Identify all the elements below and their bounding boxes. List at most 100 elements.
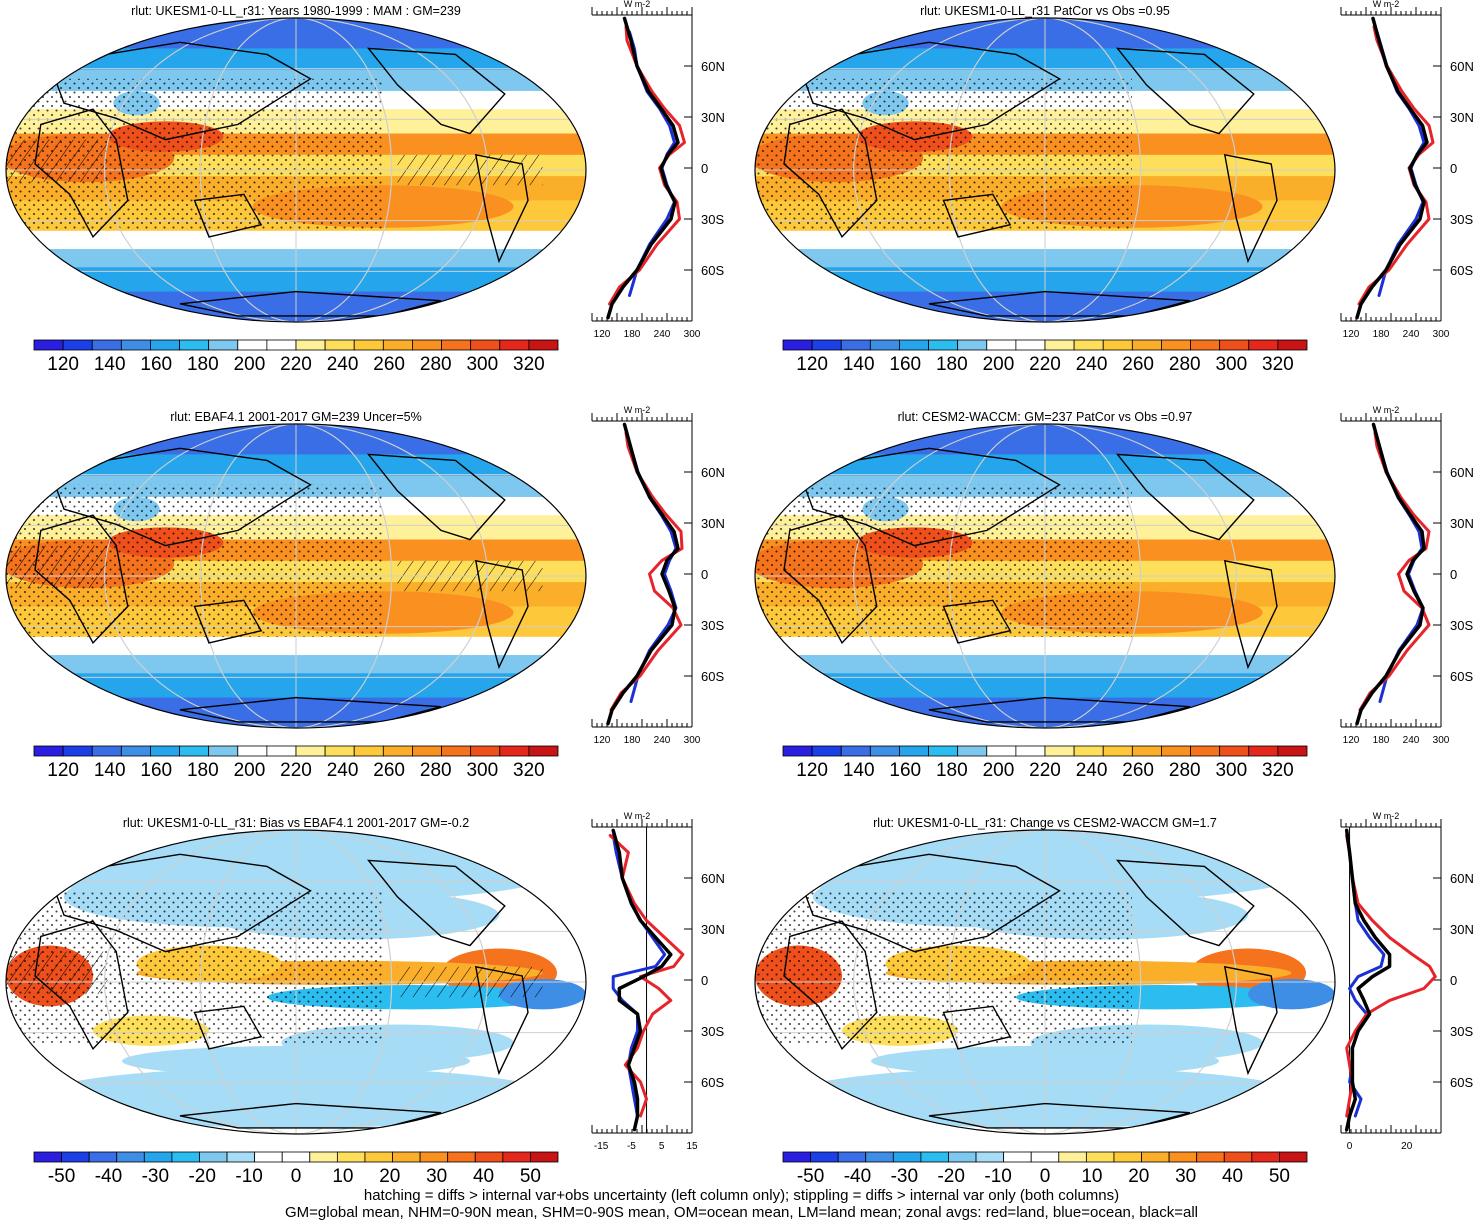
graticule [755,18,1335,322]
zonal-x-tick-label: 240 [1403,735,1420,746]
colorbar-swatch [441,745,472,757]
graticule-meridian [948,830,1142,1134]
zonal-lat-tick-label: 30S [701,618,724,633]
zonal-lat-tick-label: 30N [701,922,725,937]
colorbar-tick-label: 0 [291,1166,302,1187]
colorbar-swatch [324,339,355,351]
graticule-meridian [199,830,393,1134]
colorbar-swatch [869,339,900,351]
colorbar-tick-label: -30 [142,1166,169,1187]
colorbar-tick-label: 280 [420,760,452,781]
colorbar-tick-label: 220 [1029,760,1061,781]
zonal-lat-tick-label: 60N [701,59,725,74]
zonal-lat-tick-label: 60N [701,465,725,480]
colorbar-tick-label: 40 [1222,1166,1243,1187]
zonal-lat-tick-label: 30S [1450,618,1473,633]
colorbar-tick-label: 280 [1169,760,1201,781]
colorbar-swatch [1219,339,1250,351]
map-field [755,830,1335,1134]
hatching [6,139,108,183]
zonal-x-tick-label: 120 [594,329,611,340]
colorbar-swatch [865,1151,894,1163]
zonal-lat-tick-label: 30N [1450,516,1474,531]
zonal-x-tick-label: 180 [624,329,641,340]
colorbar-swatch [811,339,842,351]
colorbar-swatch [226,1151,256,1163]
continent-outline [474,559,529,670]
zonal-series-land [609,431,684,712]
colorbar-tick-label: 260 [373,760,405,781]
colorbar-swatch [382,745,413,757]
colorbar-tick-label: 260 [1122,760,1154,781]
continent-outline [48,41,312,141]
continent-outline [942,1005,1012,1050]
zonal-series-all [1355,422,1426,726]
colorbar-swatch [295,745,326,757]
colorbar-swatch [1073,745,1104,757]
colorbar-swatch [1223,1151,1253,1163]
colorbar-tick-label: 320 [1262,760,1294,781]
colorbar-tick-label: 120 [796,354,828,375]
colorbar-swatch [528,339,559,351]
colorbar-swatch [281,1151,311,1163]
continent-outline [928,696,1191,723]
continent-outline [179,696,442,723]
colorbar-swatch [179,745,210,757]
graticule-meridian [104,830,488,1134]
colorbar-swatch [530,1151,559,1163]
zonal-x-tick-label: 120 [1343,329,1360,340]
zonal-lat-tick-label: 0 [1450,567,1457,582]
colorbar-swatch [975,1151,1005,1163]
continent-outline [783,514,878,645]
zonal-unit-label: W m-2 [624,405,651,415]
coastlines [783,447,1278,723]
continent-outline [783,920,878,1051]
colorbar-tick-label: 20 [379,1166,400,1187]
colorbar-swatch [1073,339,1104,351]
colorbar-tick-label: 140 [843,760,875,781]
colorbar-swatch [892,1151,922,1163]
continent-outline [193,1005,263,1050]
colorbar-swatch [91,339,122,351]
colorbar-tick-label: 300 [1215,354,1247,375]
colorbar-tick-label: 220 [280,760,312,781]
colorbar-swatch [899,745,929,757]
colorbar-swatch [986,339,1017,351]
zonal-lat-tick-label: 30N [1450,110,1474,125]
zonal-x-tick-label: 300 [1433,735,1450,746]
continent-outline [1223,153,1278,264]
map-border [754,829,1336,1135]
zonal-series-ocean [628,30,676,297]
map-border [754,423,1336,729]
panel-5: rlut: UKESM1-0-LL_r31: Bias vs EBAF4.1 2… [5,811,725,1187]
colorbar-tick-label: 0 [1040,1166,1051,1187]
colorbar-swatch [470,339,501,351]
colorbar-swatch [1113,1151,1142,1163]
colorbar-tick-label: 280 [420,354,452,375]
colorbar-swatch [1277,339,1308,351]
panel-1: rlut: UKESM1-0-LL_r31: Years 1980-1999 :… [5,0,725,375]
colorbar-swatch [948,1151,977,1163]
continent-outline [1223,965,1278,1076]
zonal-lat-tick-label: 0 [701,567,708,582]
colorbar-tick-label: 300 [466,354,498,375]
zonal-lat-tick-label: 60N [1450,465,1474,480]
colorbar-tick-label: 200 [983,354,1015,375]
colorbar-swatch [470,745,501,757]
colorbar-swatch [353,339,384,351]
colorbar-swatch [295,339,326,351]
colorbar-swatch [1248,745,1279,757]
colorbar-tick-label: -20 [937,1166,964,1187]
colorbar-swatch [266,745,297,757]
continent-outline [783,108,878,239]
colorbar-swatch [1251,1151,1280,1163]
zonal-x-tick-label: 15 [686,1141,698,1152]
colorbar-swatch [1161,745,1191,757]
colorbar-swatch [957,339,988,351]
graticule [6,18,586,322]
continent-outline [1223,559,1278,670]
colorbar-swatch [840,745,871,757]
colorbar-tick-label: 320 [513,760,545,781]
continent-outline [797,41,1061,141]
colorbar-tick-label: 50 [1269,1166,1290,1187]
